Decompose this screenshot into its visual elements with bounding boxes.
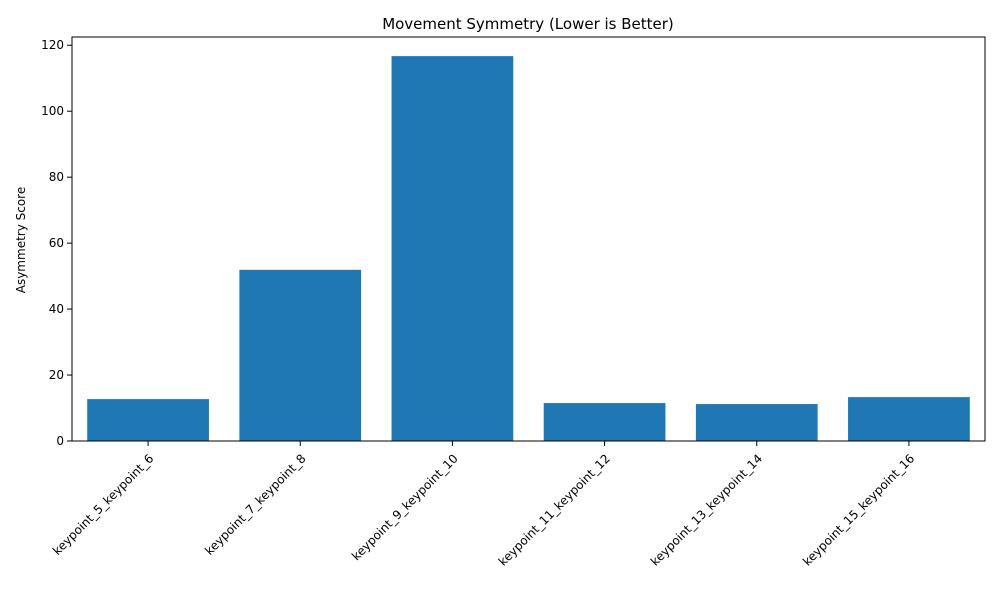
x-tick-label: keypoint_5_keypoint_6 [50, 451, 156, 557]
y-ticks-layer: 0 20 40 60 80 100 120 [41, 38, 72, 448]
y-tick-label: 20 [49, 368, 64, 382]
x-tick-label: keypoint_11_keypoint_12 [496, 451, 613, 568]
bar-keypoint_9_keypoint_10 [391, 56, 514, 441]
x-tick-label: keypoint_15_keypoint_16 [800, 451, 917, 568]
y-tick-label: 40 [49, 302, 64, 316]
bar-keypoint_15_keypoint_16 [848, 397, 970, 441]
bars-layer [87, 56, 970, 441]
chart-title: Movement Symmetry (Lower is Better) [382, 15, 674, 33]
x-ticks-layer: keypoint_5_keypoint_6 keypoint_7_keypoint… [50, 441, 917, 569]
y-tick-label: 0 [56, 434, 64, 448]
y-tick-label: 60 [49, 236, 64, 250]
y-tick-label: 100 [41, 104, 64, 118]
y-tick-label: 120 [41, 38, 64, 52]
plot-frame [71, 36, 986, 442]
y-axis-label: Asymmetry Score [14, 187, 28, 294]
y-tick-label: 80 [49, 170, 64, 184]
bar-keypoint_13_keypoint_14 [695, 404, 818, 441]
x-tick-label: keypoint_13_keypoint_14 [648, 451, 765, 568]
x-tick-label: keypoint_9_keypoint_10 [349, 451, 461, 563]
bar-keypoint_5_keypoint_6 [87, 399, 209, 441]
x-tick-label: keypoint_7_keypoint_8 [202, 451, 308, 557]
bar-keypoint_7_keypoint_8 [239, 269, 362, 441]
bar-keypoint_11_keypoint_12 [543, 403, 666, 441]
